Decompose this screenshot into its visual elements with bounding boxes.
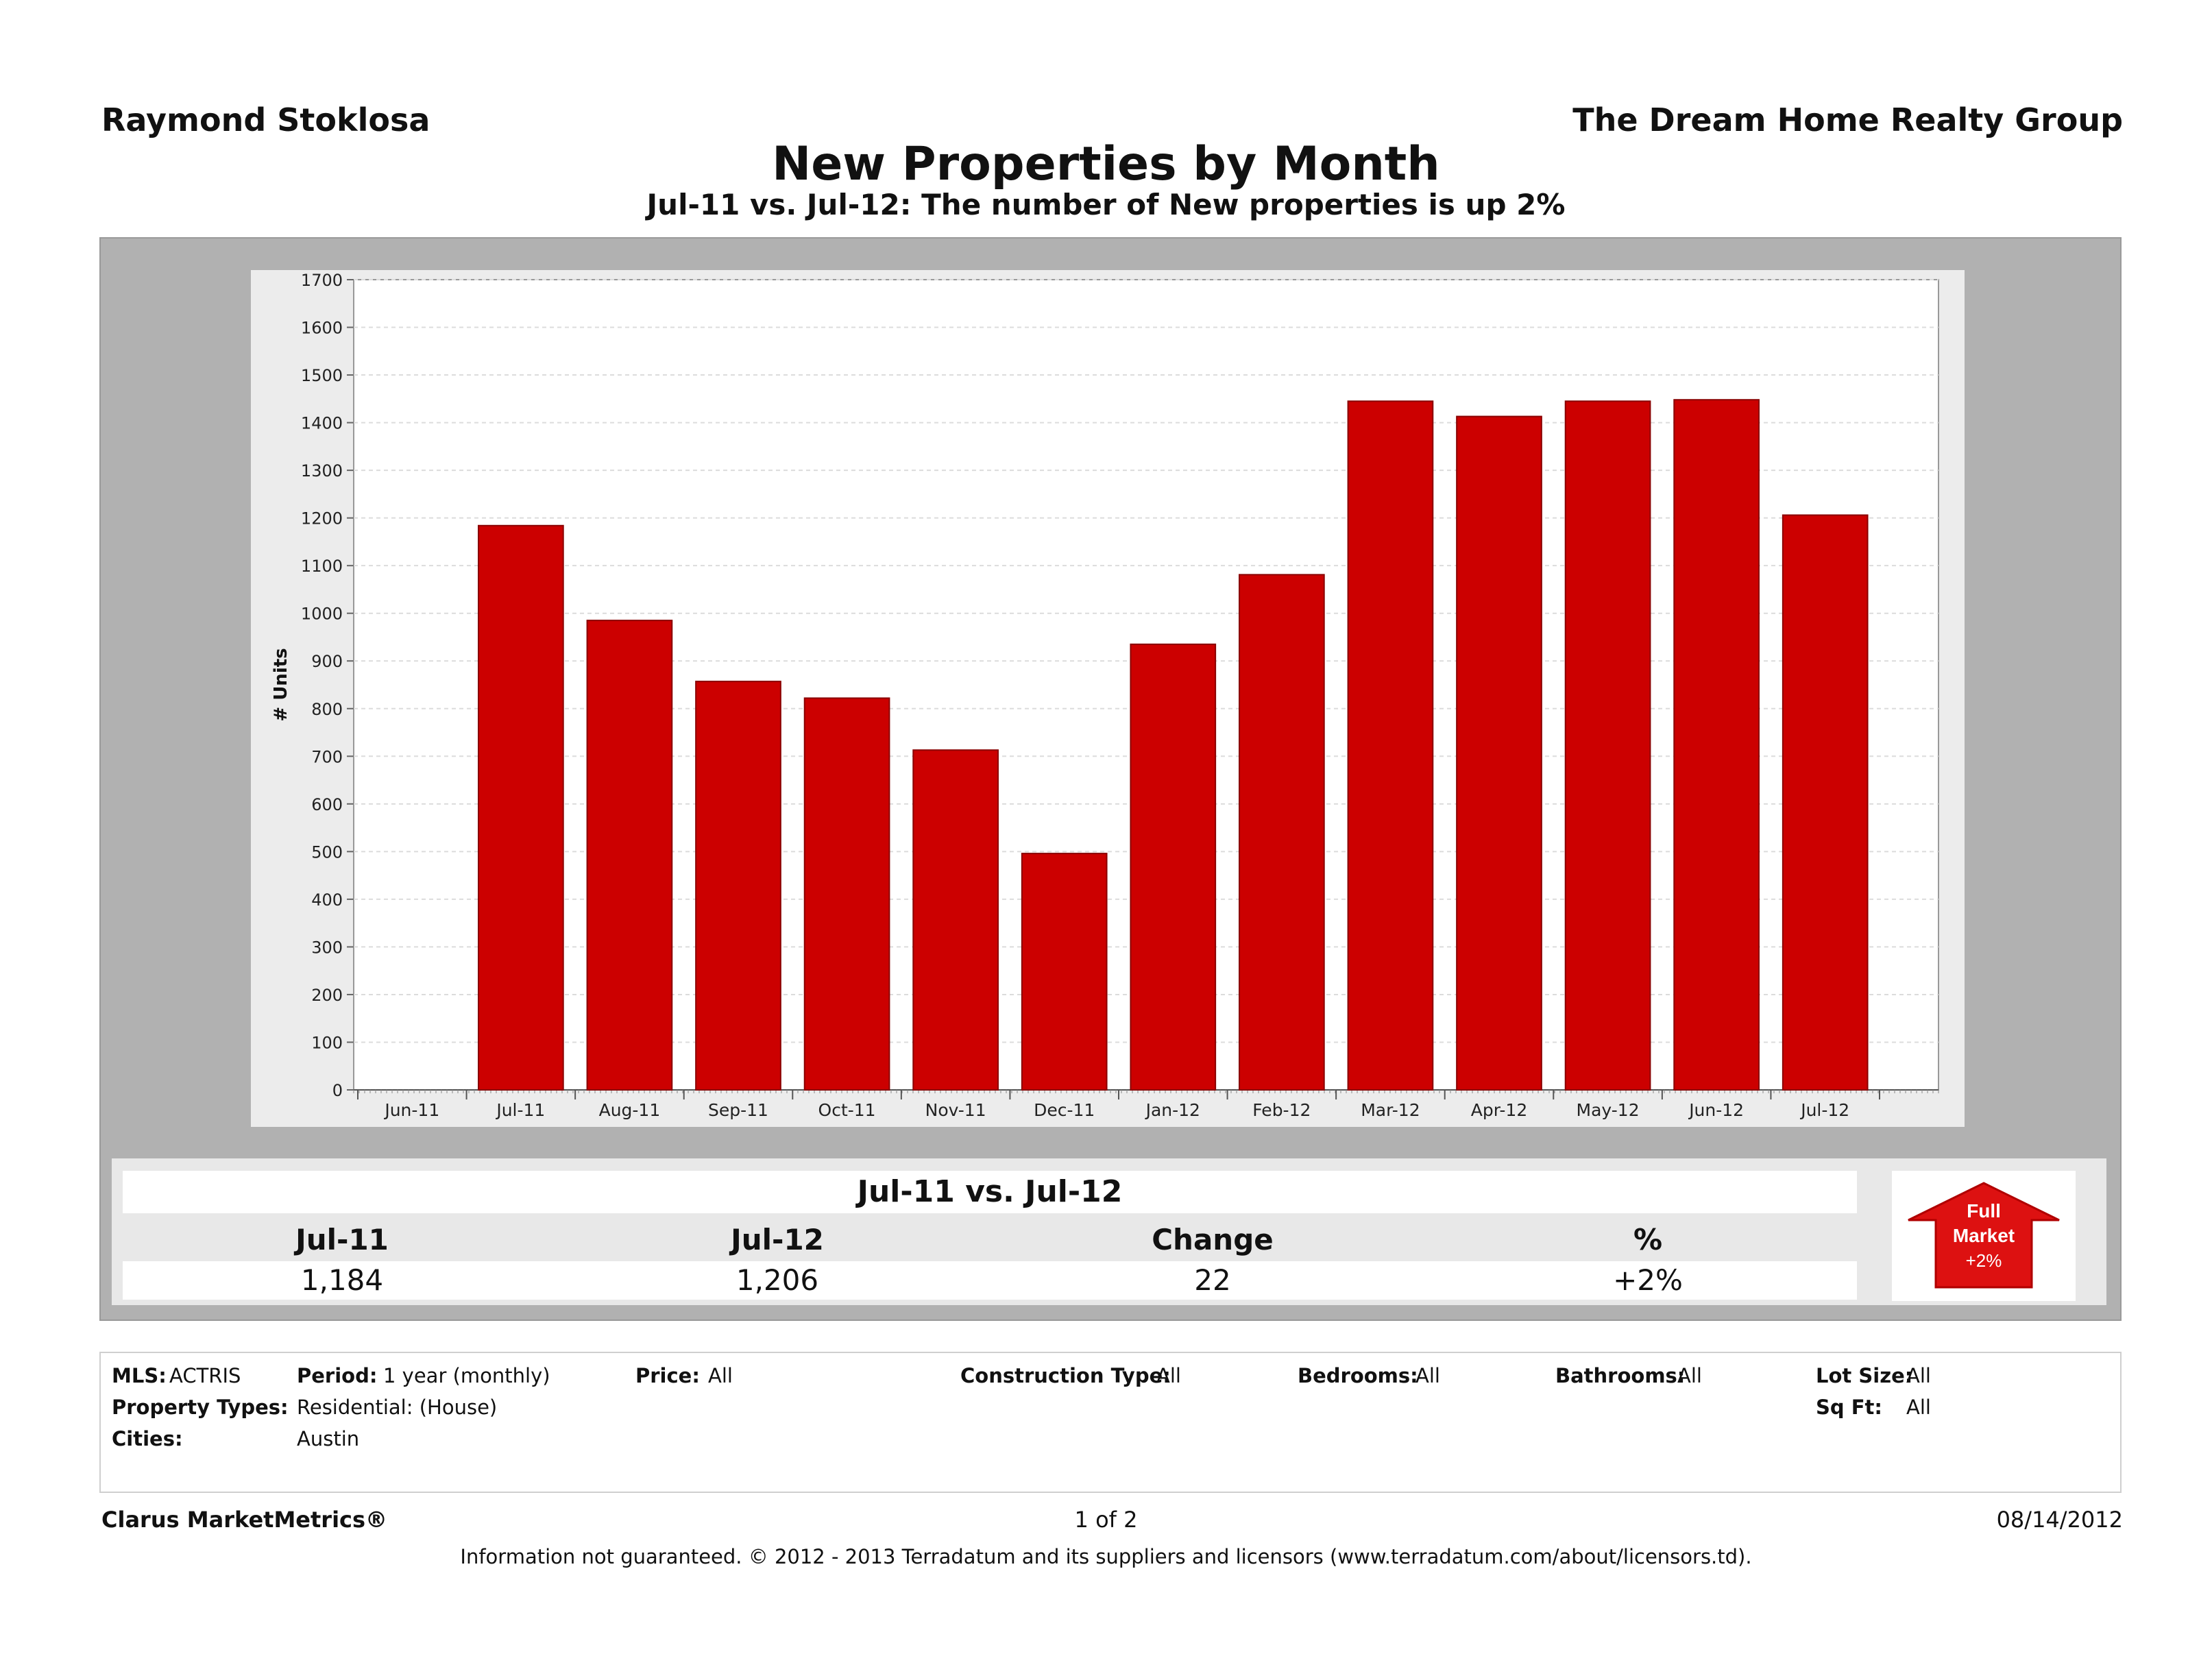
y-axis-label: # Units	[271, 648, 291, 721]
construction-label: Construction Type:	[960, 1364, 1171, 1387]
sqft-label: Sq Ft:	[1816, 1396, 1883, 1419]
x-tick-label: Jan-12	[1145, 1100, 1200, 1120]
disclaimer: Information not guaranteed. © 2012 - 201…	[460, 1545, 1752, 1568]
page-number: 1 of 2	[1074, 1507, 1138, 1533]
footer-brand: Clarus MarketMetrics®	[101, 1507, 388, 1533]
bar	[1347, 400, 1434, 1091]
bar	[1239, 574, 1325, 1091]
cities-label: Cities:	[112, 1427, 183, 1450]
bar	[1456, 415, 1542, 1091]
y-tick-label: 300	[311, 938, 343, 957]
up-arrow-icon: Full Market +2%	[1908, 1182, 2060, 1289]
summary-value-change: 22	[1194, 1263, 1231, 1297]
report-date: 08/14/2012	[1996, 1507, 2123, 1533]
x-tick-label: May-12	[1577, 1100, 1640, 1120]
proptypes-value: Residential: (House)	[297, 1396, 498, 1419]
bar	[1673, 399, 1760, 1091]
badge-line2: Market	[1953, 1225, 2015, 1246]
y-tick-label: 600	[311, 795, 343, 814]
chart-panel: 0 100 200 300 400 500 600 700 800 900 1000 1100 1200…	[251, 270, 1965, 1127]
bar	[912, 749, 999, 1091]
x-tick-label: Nov-11	[925, 1100, 986, 1120]
x-tick-label: Jul-11	[495, 1100, 545, 1120]
summary-title: Jul-11 vs. Jul-12	[123, 1171, 1857, 1213]
bar	[1130, 643, 1217, 1091]
report-subtitle: Jul-11 vs. Jul-12: The number of New pro…	[646, 188, 1566, 221]
x-tick-label: Oct-11	[818, 1100, 876, 1120]
bathrooms-value: All	[1677, 1364, 1702, 1387]
proptypes-label: Property Types:	[112, 1396, 289, 1419]
price-value: All	[708, 1364, 733, 1387]
y-tick-label: 100	[311, 1033, 343, 1052]
x-tick-label: Dec-11	[1034, 1100, 1095, 1120]
summary-headers: Jul-11 Jul-12 Change %	[123, 1219, 1857, 1261]
y-tick-label: 900	[311, 652, 343, 671]
summary-header-jul12: Jul-12	[731, 1223, 824, 1256]
x-tick-label: Jul-12	[1799, 1100, 1849, 1120]
bar	[478, 524, 564, 1091]
report-title: New Properties by Month	[772, 137, 1440, 191]
y-tick-label: 400	[311, 890, 343, 910]
y-tick-label: 500	[311, 842, 343, 862]
y-tick-label: 700	[311, 747, 343, 766]
bathrooms-label: Bathrooms:	[1555, 1364, 1686, 1387]
y-tick-label: 0	[332, 1081, 343, 1100]
price-label: Price:	[635, 1364, 700, 1387]
summary-header-percent: %	[1633, 1223, 1663, 1256]
x-tick-label: Jun-12	[1688, 1100, 1744, 1120]
bar-chart: 0 100 200 300 400 500 600 700 800 900 1000 1100 1200…	[271, 271, 1939, 1120]
x-tick-label: Feb-12	[1252, 1100, 1311, 1120]
bar	[1564, 400, 1651, 1091]
badge-line3: +2%	[1966, 1250, 2002, 1271]
company-name: The Dream Home Realty Group	[1572, 101, 2123, 138]
summary-header-change: Change	[1152, 1223, 1274, 1256]
x-tick-label: Aug-11	[599, 1100, 661, 1120]
bar	[1021, 853, 1108, 1091]
y-tick-label: 1600	[301, 319, 343, 338]
lotsize-value: All	[1906, 1364, 1931, 1387]
y-tick-label: 1400	[301, 414, 343, 433]
y-tick-label: 1500	[301, 366, 343, 385]
x-tick-label: Jun-11	[383, 1100, 439, 1120]
badge-line1: Full	[1967, 1200, 2001, 1221]
bar	[1782, 514, 1869, 1091]
y-tick-label: 200	[311, 986, 343, 1005]
criteria-panel: MLS: ACTRIS Period: 1 year (monthly) Pri…	[99, 1352, 2122, 1493]
summary-header-jul11: Jul-11	[295, 1223, 389, 1256]
lotsize-label: Lot Size:	[1816, 1364, 1913, 1387]
y-tick-label: 800	[311, 700, 343, 719]
bar	[695, 681, 781, 1091]
y-tick-label: 1300	[301, 461, 343, 481]
period-value: 1 year (monthly)	[383, 1364, 550, 1387]
x-tick-label: Mar-12	[1361, 1100, 1420, 1120]
summary-panel: Jul-11 vs. Jul-12 Jul-11 Jul-12 Change %…	[112, 1158, 2106, 1305]
summary-value-jul11: 1,184	[300, 1263, 384, 1297]
mls-label: MLS:	[112, 1364, 167, 1387]
x-tick-label: Apr-12	[1471, 1100, 1527, 1120]
construction-value: All	[1156, 1364, 1181, 1387]
bedrooms-label: Bedrooms:	[1298, 1364, 1418, 1387]
y-tick-label: 1000	[301, 605, 343, 624]
y-tick-label: 1100	[301, 557, 343, 576]
bar	[586, 620, 673, 1091]
bedrooms-value: All	[1415, 1364, 1440, 1387]
sqft-value: All	[1906, 1396, 1931, 1419]
y-tick-label: 1200	[301, 509, 343, 528]
mls-value: ACTRIS	[169, 1364, 241, 1387]
period-label: Period:	[297, 1364, 378, 1387]
x-tick-label: Sep-11	[708, 1100, 768, 1120]
bar	[803, 697, 890, 1091]
cities-value: Austin	[297, 1427, 360, 1450]
summary-value-jul12: 1,206	[736, 1263, 819, 1297]
y-tick-label: 1700	[301, 271, 343, 290]
market-badge: Full Market +2%	[1892, 1171, 2076, 1301]
agent-name: Raymond Stoklosa	[101, 101, 430, 138]
summary-value-percent: +2%	[1613, 1263, 1683, 1297]
summary-values: 1,184 1,206 22 +2%	[123, 1261, 1857, 1300]
